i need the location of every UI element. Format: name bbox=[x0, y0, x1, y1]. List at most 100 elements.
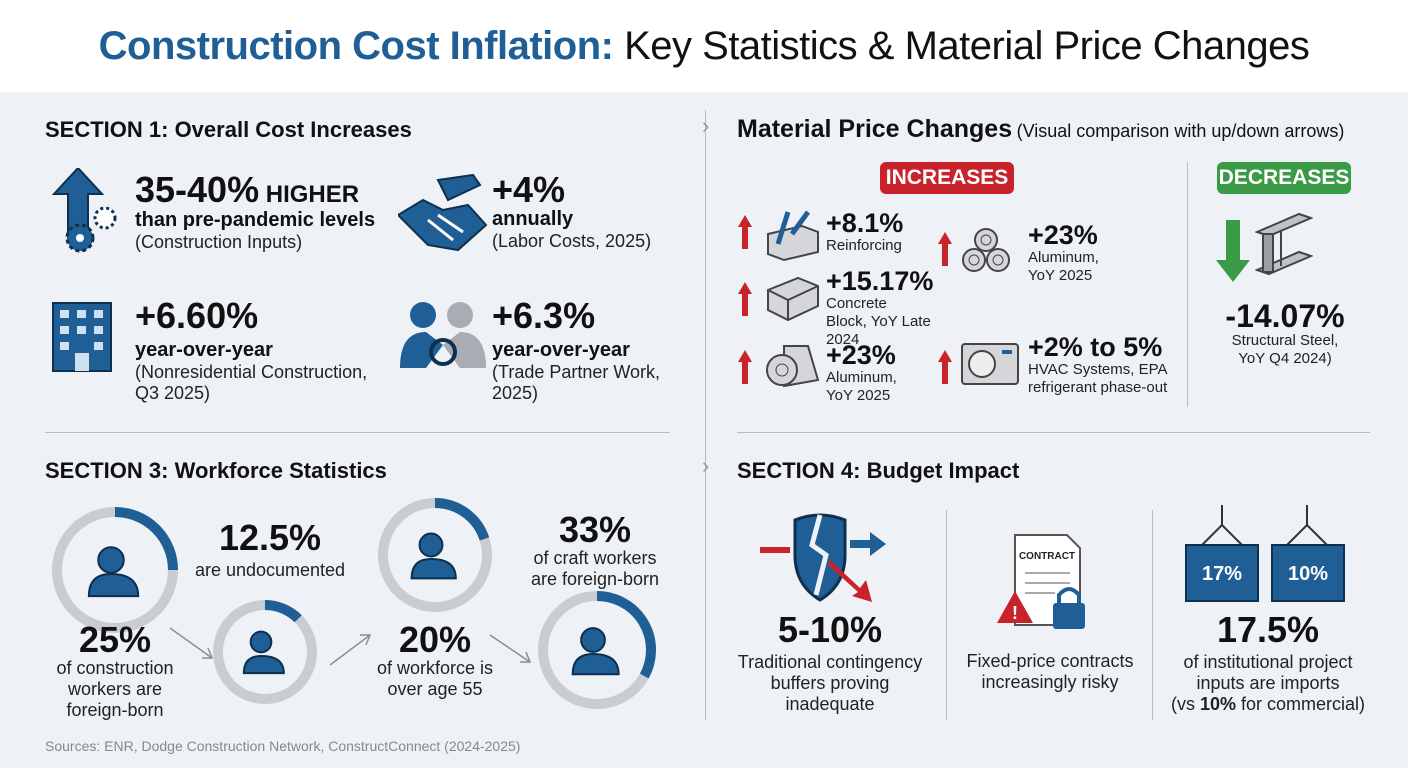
handshake-wrench-icon bbox=[398, 173, 488, 252]
stat-value: 33% bbox=[558, 509, 632, 550]
decreases-badge: DECREASES bbox=[1217, 162, 1351, 194]
older-worker-clock-icon bbox=[410, 532, 457, 580]
material-value: +23% bbox=[1028, 220, 1098, 250]
increases-badge: INCREASES bbox=[880, 162, 1014, 194]
stat-value: +6.60% bbox=[135, 295, 259, 336]
stat-line: workers are bbox=[67, 679, 163, 699]
divider bbox=[1152, 510, 1153, 720]
material-label: Structural Steel, bbox=[1231, 332, 1339, 349]
donut-4 bbox=[538, 591, 656, 709]
globe-person-icon bbox=[87, 546, 140, 598]
material-divider bbox=[1187, 162, 1188, 407]
impact-line: buffers proving bbox=[770, 673, 890, 693]
section4-heading: SECTION 4: Budget Impact bbox=[737, 458, 1020, 483]
divider bbox=[946, 510, 947, 720]
stat-value: 12.5% bbox=[218, 517, 322, 558]
stat-line: of workforce is bbox=[376, 658, 494, 678]
material-label: YoY Q4 2024) bbox=[1238, 350, 1332, 367]
section1-heading: SECTION 1: Overall Cost Increases bbox=[45, 117, 412, 142]
impact-line: inputs are imports bbox=[1196, 673, 1340, 693]
concrete-block-icon bbox=[767, 276, 819, 322]
sources-note: Sources: ENR, Dodge Construction Network… bbox=[45, 738, 521, 754]
stat-line: are undocumented bbox=[194, 560, 346, 580]
stat-line: over age 55 bbox=[387, 679, 483, 699]
stat-line: (Nonresidential Construction, Q3 2025) bbox=[135, 362, 368, 403]
impact-line: Traditional contingency bbox=[737, 652, 923, 672]
arrow-up-icon bbox=[938, 232, 952, 266]
horizontal-divider bbox=[45, 432, 670, 433]
stat-line: foreign-born bbox=[66, 700, 164, 720]
impact-line: Fixed-price contracts bbox=[966, 651, 1134, 671]
container-label: 17% bbox=[1202, 563, 1242, 585]
stat-line: (Trade Partner Work, 2025) bbox=[492, 362, 661, 403]
stat-value: 20% bbox=[398, 619, 472, 660]
page-title: Construction Cost Inflation: Key Statist… bbox=[0, 0, 1408, 92]
vertical-divider bbox=[705, 110, 706, 720]
donut-arc bbox=[434, 498, 490, 541]
stat-line: year-over-year bbox=[492, 339, 630, 361]
arrow-up-icon bbox=[738, 282, 752, 316]
donut-3 bbox=[378, 498, 492, 612]
stat-value: 25% bbox=[78, 619, 152, 660]
donut-1 bbox=[52, 507, 178, 633]
broken-shield-icon bbox=[760, 513, 886, 602]
material-label: Aluminum, YoY 2025 bbox=[826, 369, 897, 404]
donut-group bbox=[52, 498, 656, 709]
impact-line: (vs bbox=[1170, 694, 1200, 714]
impact-value: 5-10% bbox=[777, 609, 883, 650]
stat-suffix: HIGHER bbox=[259, 181, 360, 208]
section2-subheading: (Visual comparison with up/down arrows) bbox=[1016, 121, 1345, 141]
horizontal-divider bbox=[737, 432, 1370, 433]
person-question-icon bbox=[242, 630, 285, 675]
material-value: +2% to 5% bbox=[1028, 332, 1163, 362]
material-label: Concrete Block, YoY Late 2024 bbox=[826, 295, 931, 348]
steel-beam-icon bbox=[1255, 212, 1313, 276]
material-label: Aluminum, YoY 2025 bbox=[1028, 249, 1099, 284]
partners-icon bbox=[400, 302, 486, 368]
stat-line: are foreign-born bbox=[530, 569, 660, 589]
stat-line: than pre-pandemic levels bbox=[135, 209, 376, 231]
contract-word: CONTRACT bbox=[1019, 551, 1075, 562]
stat-line: of craft workers bbox=[533, 548, 657, 568]
impact-line: increasingly risky bbox=[981, 672, 1119, 692]
material-value: +8.1% bbox=[826, 208, 904, 238]
impact-line: for commercial) bbox=[1236, 694, 1366, 714]
stat-value: +4% bbox=[492, 169, 566, 210]
section2-heading: Material Price Changes bbox=[737, 115, 1013, 143]
chevron-right-icon: › bbox=[702, 113, 710, 138]
donut-arc bbox=[596, 591, 656, 679]
material-value: +15.17% bbox=[826, 266, 934, 296]
donut-arc bbox=[264, 600, 302, 623]
svg-text:!: ! bbox=[1012, 603, 1018, 623]
container-label: 10% bbox=[1288, 563, 1328, 585]
impact-line-bold: 10% bbox=[1199, 694, 1236, 714]
chevron-right-icon: › bbox=[702, 453, 710, 478]
stat-line: (Labor Costs, 2025) bbox=[492, 231, 652, 251]
stat-value: +6.3% bbox=[492, 295, 596, 336]
aluminum-rods-icon bbox=[962, 228, 1010, 272]
office-building-icon bbox=[52, 302, 112, 372]
arrow-up-icon bbox=[738, 215, 752, 249]
impact-value: 17.5% bbox=[1216, 609, 1320, 650]
aluminum-roll-icon bbox=[766, 345, 820, 388]
stat-value: 35-40% bbox=[135, 169, 260, 210]
shipping-containers-icon: 17% 10% bbox=[1185, 505, 1345, 602]
stat-line: annually bbox=[492, 208, 574, 230]
section3-heading: SECTION 3: Workforce Statistics bbox=[45, 458, 387, 483]
hardhat-worker-icon bbox=[571, 627, 620, 676]
impact-line: inadequate bbox=[785, 694, 875, 714]
title-highlight: Construction Cost Inflation: bbox=[98, 24, 614, 68]
stat-line: (Construction Inputs) bbox=[135, 232, 303, 252]
hvac-unit-icon bbox=[961, 343, 1019, 385]
donut-arc bbox=[114, 507, 178, 571]
title-rest: Key Statistics & Material Price Changes bbox=[613, 24, 1310, 68]
donut-2 bbox=[213, 600, 317, 704]
arrow-up-icon bbox=[938, 350, 952, 384]
arrow-up-gear-icon bbox=[51, 168, 117, 253]
flow-arrows bbox=[169, 627, 532, 666]
impact-line: of institutional project bbox=[1183, 652, 1353, 672]
arrow-down-icon bbox=[1216, 220, 1250, 282]
material-label: HVAC Systems, EPA refrigerant phase-out bbox=[1028, 361, 1168, 396]
material-value: -14.07% bbox=[1225, 298, 1345, 334]
rebar-concrete-icon bbox=[767, 210, 819, 262]
